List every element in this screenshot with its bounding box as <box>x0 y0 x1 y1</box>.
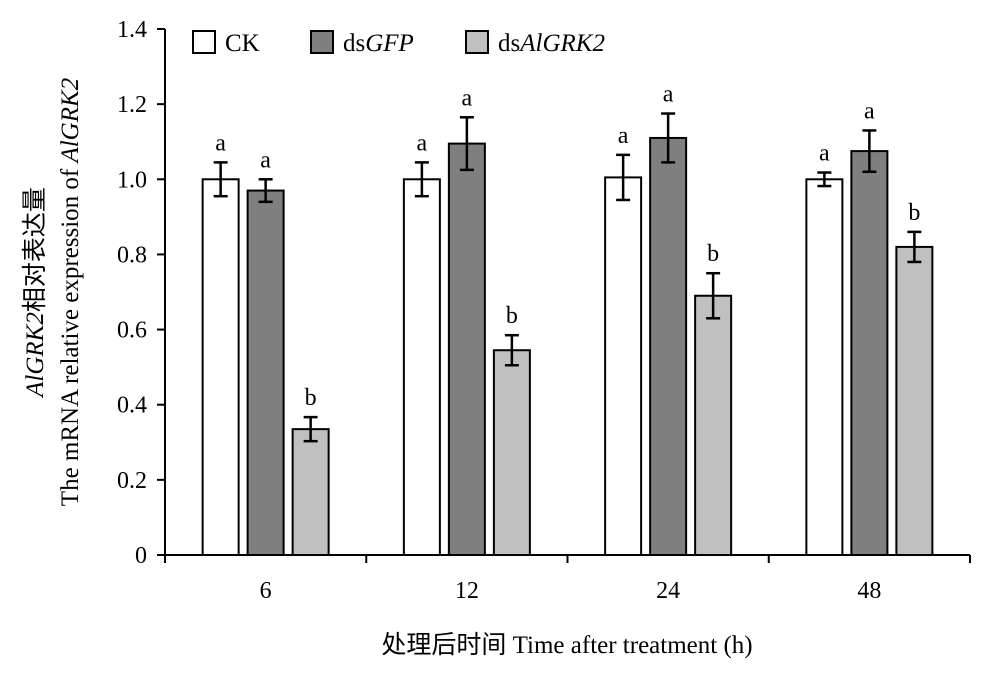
significance-letter: a <box>663 82 674 108</box>
significance-letter: a <box>864 98 875 124</box>
bar <box>447 142 486 556</box>
significance-letter: a <box>819 141 830 167</box>
bar <box>201 178 240 557</box>
axis-titles: 处理后时间 Time after treatment (h) AlGRK2相对表达… <box>21 78 753 659</box>
x-tick-label: 12 <box>455 578 479 604</box>
y-axis-title-line2: The mRNA relative expression of AlGRK2 <box>57 78 84 506</box>
significance-letter: a <box>260 147 271 173</box>
bar <box>604 176 643 557</box>
axes: 0 0.2 0.4 0.6 0.8 1.0 1.2 1.4 6 12 24 48 <box>117 17 971 604</box>
legend: CK dsGFP dsAlGRK2 <box>192 30 605 57</box>
bar <box>694 294 733 556</box>
y-tick-label: 1.4 <box>117 17 147 43</box>
bar <box>402 178 441 557</box>
legend-label: CK <box>225 30 260 57</box>
x-tick-label: 48 <box>857 578 881 604</box>
bar <box>805 178 844 557</box>
significance-letter: b <box>506 303 518 329</box>
y-tick-label: 0.4 <box>117 393 147 419</box>
x-axis-title: 处理后时间 Time after treatment (h) <box>381 631 752 659</box>
significance-letter: b <box>305 385 317 411</box>
legend-swatch <box>465 30 489 54</box>
legend-swatch <box>192 30 216 54</box>
x-tick-label: 6 <box>260 578 272 604</box>
legend-label: dsGFP <box>343 30 414 57</box>
significance-letter: a <box>462 85 473 111</box>
x-tick-label: 24 <box>656 578 680 604</box>
significance-letter: b <box>908 200 920 226</box>
bar <box>850 150 889 556</box>
y-axis-title-line1: AlGRK2相对表达量 <box>21 187 49 399</box>
y-tick-label: 1.2 <box>117 92 147 118</box>
y-tick-label: 0.6 <box>117 318 147 344</box>
legend-swatch <box>310 30 334 54</box>
significance-letter: a <box>417 130 428 156</box>
significance-letter: a <box>215 130 226 156</box>
y-tick-label: 0.8 <box>117 242 147 268</box>
significance-letter: b <box>707 241 719 267</box>
y-tick-label: 1.0 <box>117 167 147 193</box>
y-tick-label: 0.2 <box>117 468 147 494</box>
bars-group: a a b a a b a a b a a b <box>201 82 934 557</box>
bar <box>649 136 688 556</box>
bar <box>895 245 934 557</box>
significance-letter: a <box>618 123 629 149</box>
legend-label: dsAlGRK2 <box>498 30 605 57</box>
y-tick-label: 0 <box>135 543 147 569</box>
bar <box>291 428 330 556</box>
bar <box>492 349 531 556</box>
bar <box>246 189 285 557</box>
